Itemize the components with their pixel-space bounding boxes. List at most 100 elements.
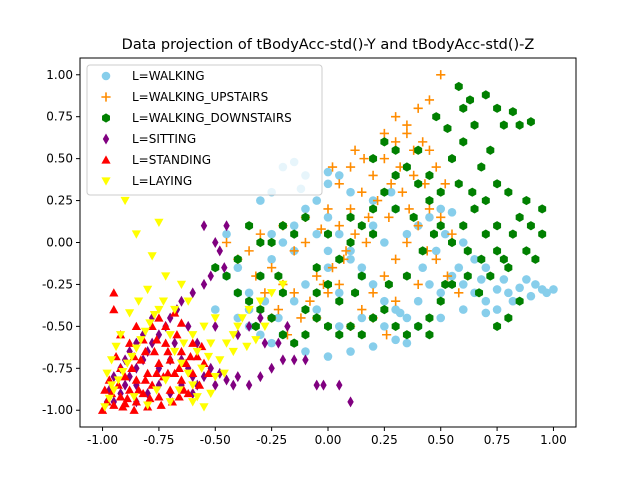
data-point xyxy=(100,385,110,394)
data-point xyxy=(278,330,287,340)
data-point xyxy=(459,103,468,113)
data-point xyxy=(334,221,344,231)
data-point xyxy=(115,331,126,340)
data-point xyxy=(481,229,490,239)
data-point xyxy=(154,358,164,367)
data-point xyxy=(228,347,238,357)
data-point xyxy=(379,271,389,281)
data-point xyxy=(111,342,121,352)
data-point xyxy=(458,280,468,289)
data-point xyxy=(206,389,216,399)
data-point xyxy=(301,304,310,315)
data-point xyxy=(454,81,463,92)
data-point xyxy=(301,347,310,356)
data-point xyxy=(402,120,412,130)
data-point xyxy=(368,170,378,181)
data-point xyxy=(350,229,360,239)
data-point xyxy=(440,229,450,239)
data-point xyxy=(140,346,150,356)
data-point xyxy=(425,330,434,340)
data-point xyxy=(212,320,219,332)
data-point xyxy=(379,128,389,139)
data-point xyxy=(174,386,184,395)
data-point xyxy=(522,275,531,284)
data-point xyxy=(436,187,445,197)
data-point xyxy=(402,237,412,248)
data-point xyxy=(161,272,171,281)
data-point xyxy=(256,271,265,281)
data-point xyxy=(436,204,446,214)
data-point xyxy=(447,208,457,217)
data-point xyxy=(176,375,187,384)
data-point xyxy=(268,362,275,374)
data-point xyxy=(391,112,401,122)
data-point xyxy=(542,288,551,298)
data-point xyxy=(118,367,128,377)
data-point xyxy=(154,313,164,322)
data-point xyxy=(346,187,355,197)
data-point xyxy=(425,213,434,222)
legend-marker xyxy=(102,133,110,145)
data-point xyxy=(260,288,270,298)
data-point xyxy=(324,279,332,290)
data-point xyxy=(481,90,490,100)
data-point xyxy=(368,280,378,289)
data-point xyxy=(418,263,427,272)
x-tick-label: 0.00 xyxy=(315,433,342,447)
data-point xyxy=(334,179,344,189)
data-point xyxy=(508,229,517,239)
data-point xyxy=(486,145,495,155)
data-point xyxy=(178,295,185,307)
data-point xyxy=(341,246,351,256)
data-point xyxy=(183,297,193,306)
data-point xyxy=(279,354,287,366)
data-point xyxy=(402,330,411,340)
data-point xyxy=(448,279,456,290)
data-point xyxy=(165,331,175,340)
data-point xyxy=(395,308,405,318)
data-point xyxy=(466,95,475,105)
y-tick-label: 1.00 xyxy=(46,68,73,82)
data-point xyxy=(127,363,137,372)
data-point xyxy=(436,313,446,323)
data-point xyxy=(493,221,502,231)
data-point xyxy=(152,368,162,378)
data-point xyxy=(233,288,242,298)
data-point xyxy=(499,275,509,284)
data-point xyxy=(163,368,173,378)
data-point xyxy=(290,338,299,348)
data-point xyxy=(492,305,502,314)
data-point xyxy=(334,229,344,239)
data-point xyxy=(174,363,184,372)
data-point xyxy=(481,296,491,306)
data-point xyxy=(409,212,418,222)
data-point xyxy=(323,167,333,177)
data-point xyxy=(140,375,150,384)
data-point xyxy=(273,304,283,315)
y-tick-label: -0.50 xyxy=(42,319,73,333)
data-point xyxy=(357,271,366,281)
data-point xyxy=(245,320,253,332)
data-point xyxy=(278,238,288,247)
data-point xyxy=(245,379,253,391)
data-point xyxy=(109,304,119,314)
data-point xyxy=(222,271,231,281)
data-point xyxy=(158,297,169,306)
data-point xyxy=(234,371,242,383)
data-point xyxy=(170,305,180,315)
data-point xyxy=(210,314,220,323)
data-point xyxy=(470,254,479,264)
data-point xyxy=(192,347,202,357)
data-point xyxy=(312,229,322,239)
data-point xyxy=(289,221,299,231)
data-point xyxy=(143,368,153,378)
data-point xyxy=(380,322,389,331)
data-point xyxy=(289,288,299,298)
data-point xyxy=(493,103,502,113)
data-point xyxy=(323,204,333,214)
data-point xyxy=(152,386,162,395)
data-point xyxy=(312,263,321,273)
data-point xyxy=(222,229,231,239)
data-point xyxy=(368,342,378,351)
data-point xyxy=(481,308,491,318)
